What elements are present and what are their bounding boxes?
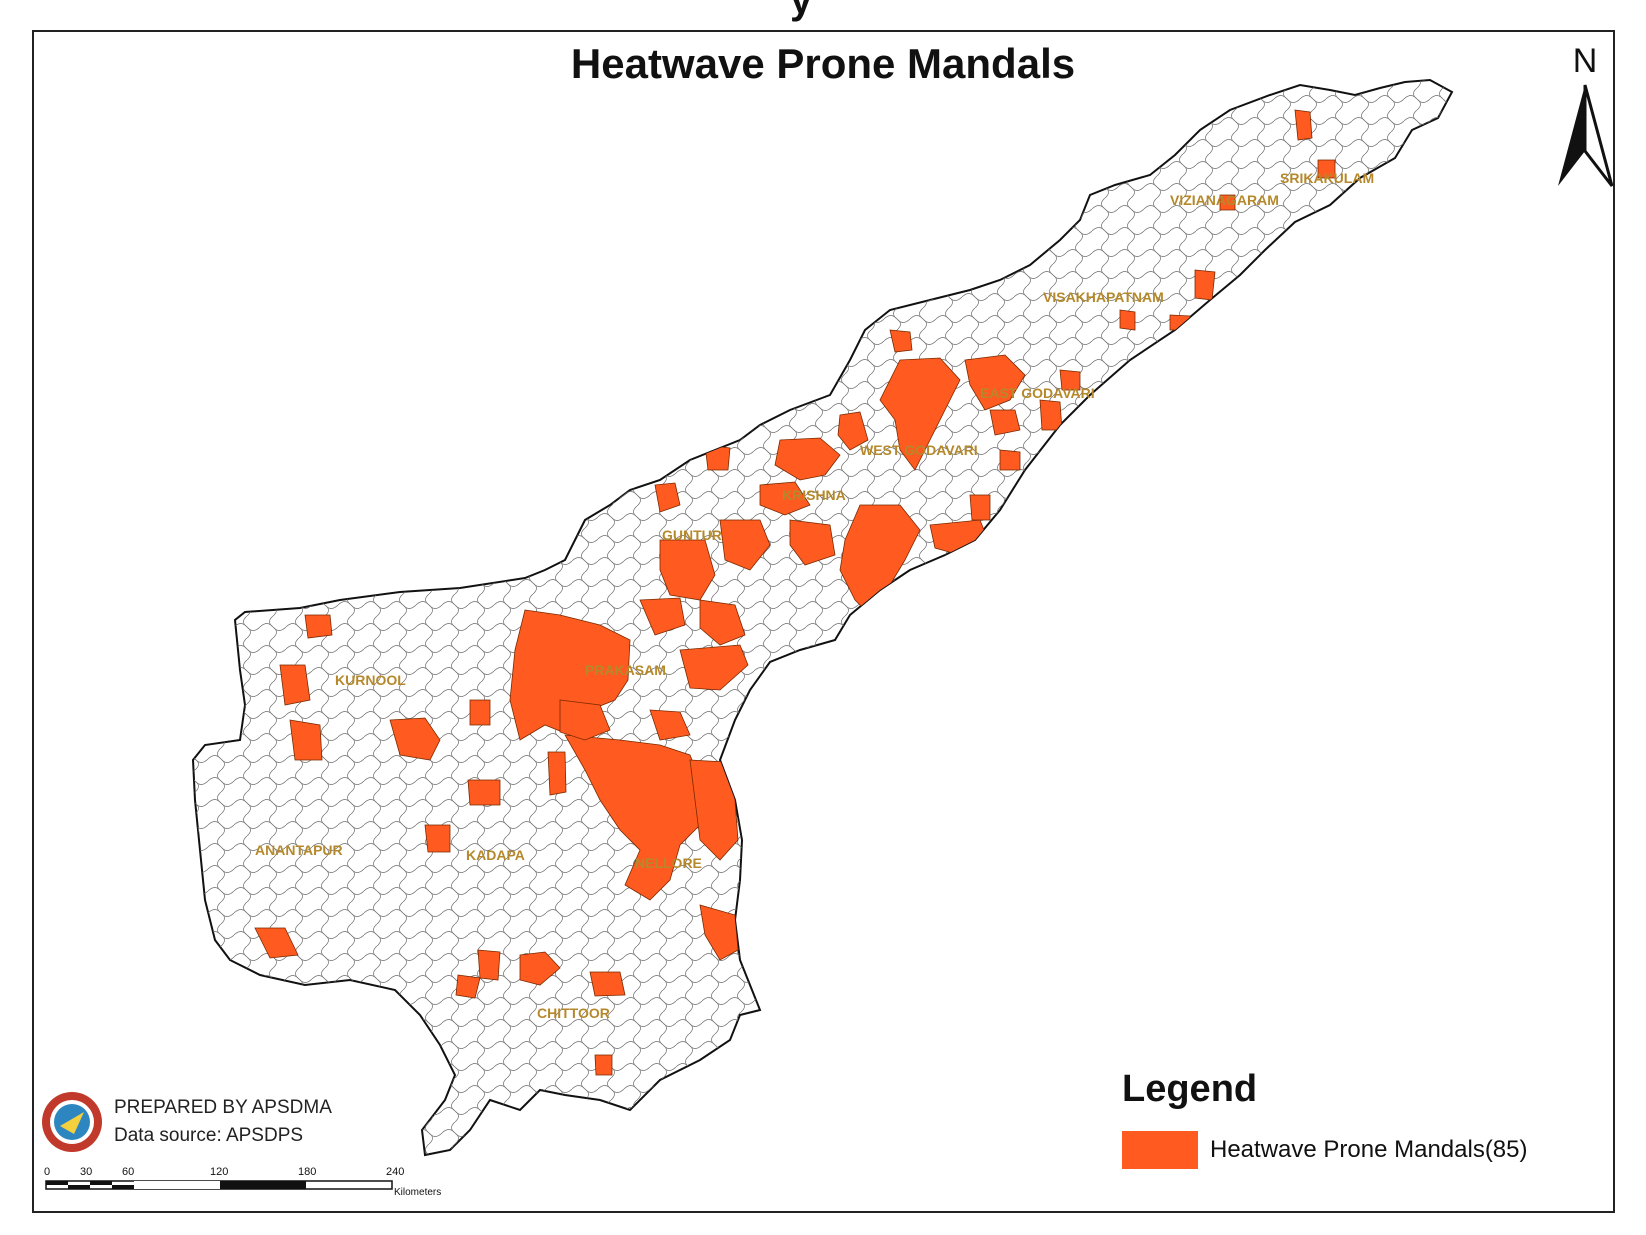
district-label: WEST GODAVARI	[860, 442, 978, 458]
heatwave-mandal	[1317, 159, 1336, 179]
heatwave-mandal	[467, 779, 501, 806]
heatwave-mandal	[1294, 109, 1313, 141]
map-title: Heatwave Prone Mandals	[570, 40, 1076, 87]
scale-tick-label: 180	[298, 1166, 316, 1178]
legend-title: Legend	[1122, 1068, 1258, 1110]
heatwave-mandal	[654, 482, 681, 513]
heatwave-mandal	[455, 974, 481, 999]
north-arrow: N	[1545, 42, 1625, 196]
legend-label: Heatwave Prone Mandals(85)	[1210, 1136, 1528, 1163]
heatwave-mandal	[969, 494, 991, 521]
district-label: SRIKAKULAM	[1280, 170, 1374, 186]
prepared-by-text: PREPARED BY APSDMA	[114, 1097, 332, 1118]
heatwave-mandal	[279, 664, 311, 706]
heatwave-mandal	[1219, 194, 1236, 211]
north-label: N	[1572, 42, 1598, 80]
heatwave-mandal	[254, 927, 299, 959]
heatwave-mandal	[1194, 269, 1216, 301]
north-arrow-icon	[1558, 84, 1614, 187]
heatwave-mandal	[469, 699, 491, 726]
scale-tick-label: 30	[80, 1166, 92, 1178]
district-label: PRAKASAM	[585, 662, 666, 678]
heatwave-mandal	[679, 644, 749, 691]
district-label: KADAPA	[466, 847, 525, 863]
district-label: ANANTAPUR	[255, 842, 343, 858]
heatwave-mandal	[639, 597, 686, 636]
scale-unit: Kilometers	[394, 1187, 441, 1198]
heatwave-mandal	[699, 904, 739, 961]
district-labels: SRIKAKULAM VIZIANAGARAM VISAKHAPATNAM EA…	[255, 170, 1374, 1021]
heatwave-mandal	[519, 951, 561, 986]
heatwave-mandal	[547, 751, 567, 796]
district-label: KURNOOL	[335, 672, 406, 688]
scale-tick-label: 60	[122, 1166, 134, 1178]
district-label: VISAKHAPATNAM	[1043, 289, 1164, 305]
heatwave-mandal	[999, 449, 1021, 471]
district-label: GUNTUR	[662, 527, 722, 543]
heatwave-mandal	[389, 717, 441, 761]
heatwave-mandal	[1039, 399, 1063, 431]
heatwave-mandal	[289, 719, 323, 761]
heatwave-mandal	[964, 354, 1026, 411]
heatwave-mandal	[837, 411, 869, 451]
district-label: EAST GODAVARI	[980, 385, 1095, 401]
scale-tick-label: 0	[44, 1166, 50, 1178]
heatwave-mandal	[589, 971, 626, 997]
heatwave-mandal	[789, 519, 836, 566]
heatwave-mandal	[304, 614, 333, 639]
heatwave-mandal	[699, 599, 746, 646]
heatwave-mandal	[424, 824, 451, 853]
heatwave-mandal	[564, 734, 706, 901]
heatwave-mandal	[1047, 464, 1071, 486]
heatwave-mandal	[649, 709, 691, 741]
data-source-text: Data source: APSDPS	[114, 1125, 304, 1146]
heatwave-mandal	[759, 481, 811, 516]
heatwave-mandal	[774, 437, 841, 481]
legend-item: Heatwave Prone Mandals(85)	[1122, 1131, 1528, 1169]
credits-block: PREPARED BY APSDMA Data source: APSDPS	[40, 1090, 332, 1154]
legend: Legend Heatwave Prone Mandals(85)	[1122, 1068, 1528, 1169]
heatwave-mandal	[879, 357, 961, 471]
scale-bar: 0 30 60 120 180 240 Kilometers	[44, 1166, 441, 1198]
heatwave-mandal	[989, 409, 1021, 436]
apsdma-logo-icon	[42, 1092, 102, 1152]
title-cut-text: y	[790, 0, 813, 22]
district-label: KRISHNA	[782, 487, 846, 503]
heatwave-mandal	[889, 329, 913, 353]
heatwave-mandal	[1119, 309, 1136, 331]
heatwave-mandal	[1059, 369, 1081, 391]
scale-tick-label: 240	[386, 1166, 404, 1178]
district-label: VIZIANAGARAM	[1170, 192, 1279, 208]
district-label: NELLORE	[635, 855, 702, 871]
heatwave-mandal	[477, 949, 501, 981]
legend-swatch	[1122, 1131, 1198, 1169]
heatwave-mandal	[719, 519, 771, 571]
district-label: CHITTOOR	[537, 1005, 610, 1021]
heatwave-mandal	[559, 699, 611, 741]
scale-tick-label: 120	[210, 1166, 228, 1178]
state-outline	[191, 78, 1454, 1157]
heatwave-mandal	[594, 1054, 613, 1076]
heatwave-mandal	[1169, 314, 1191, 331]
